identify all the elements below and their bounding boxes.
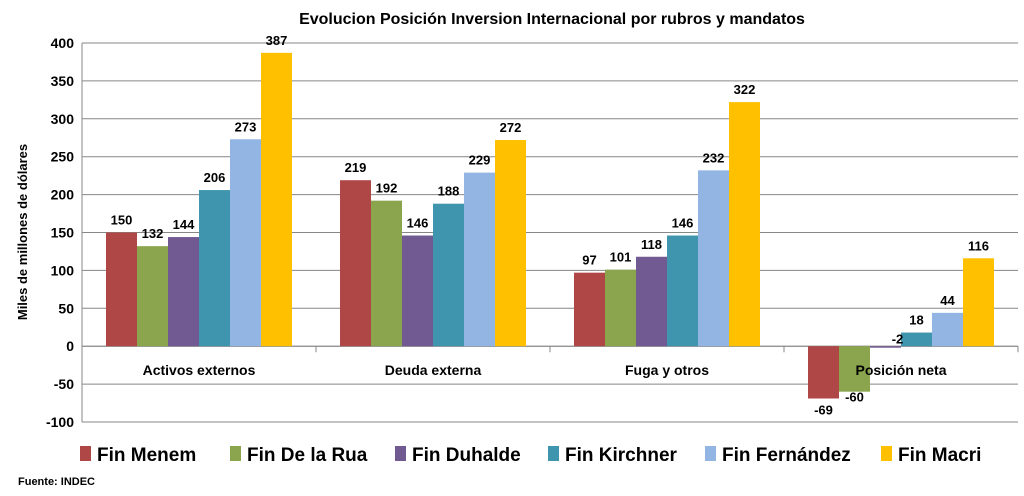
bar — [667, 235, 698, 347]
data-label: 116 — [968, 238, 989, 253]
bar — [729, 102, 760, 347]
data-label: 101 — [610, 250, 632, 265]
bar — [808, 346, 839, 399]
data-label: 144 — [173, 217, 195, 232]
bar — [901, 332, 932, 347]
legend-swatch — [230, 446, 241, 461]
legend-label: Fin Duhalde — [412, 445, 521, 466]
bar — [371, 200, 402, 347]
y-tick-label: 400 — [51, 35, 75, 51]
data-label: 146 — [672, 216, 694, 231]
bar — [464, 172, 495, 347]
legend-label: Fin Macri — [898, 445, 981, 466]
data-label: 97 — [582, 253, 596, 268]
data-label: 192 — [376, 181, 398, 196]
bar — [605, 269, 636, 347]
y-tick-label: 250 — [51, 149, 75, 165]
y-tick-label: 300 — [51, 111, 75, 127]
data-label: 150 — [111, 213, 133, 228]
legend-swatch — [395, 446, 406, 461]
y-tick-label: 100 — [51, 262, 75, 278]
legend-label: Fin Fernández — [722, 445, 851, 466]
source-note: Fuente: INDEC — [18, 476, 95, 488]
bar — [168, 237, 199, 347]
bar — [137, 246, 168, 347]
y-tick-label: -100 — [46, 414, 74, 430]
legend-swatch — [705, 446, 716, 461]
bar — [495, 140, 526, 347]
bar — [340, 180, 371, 347]
data-label: 44 — [940, 293, 955, 308]
legend-label: Fin Menem — [97, 445, 196, 466]
data-label: 206 — [204, 170, 226, 185]
y-tick-label: 150 — [51, 225, 75, 241]
data-label: 188 — [438, 184, 460, 199]
y-tick-label: 50 — [58, 300, 74, 316]
legend-label: Fin Kirchner — [565, 445, 678, 466]
chart-title: Evolucion Posición Inversion Internacion… — [299, 11, 805, 28]
bar — [839, 346, 870, 392]
data-label: 322 — [734, 82, 756, 97]
y-tick-label: -50 — [54, 376, 74, 392]
y-tick-label: 0 — [66, 338, 74, 354]
bar — [636, 256, 667, 347]
y-axis-label: Miles de millones de dólares — [15, 144, 30, 320]
bar — [870, 346, 901, 348]
data-label: 118 — [641, 237, 662, 252]
data-label: 387 — [266, 33, 288, 48]
bar — [402, 235, 433, 347]
data-label: -69 — [814, 403, 833, 418]
data-label: -60 — [845, 390, 864, 405]
data-label: 18 — [909, 313, 923, 328]
category-label: Activos externos — [143, 362, 256, 378]
bar — [199, 190, 230, 347]
category-label: Fuga y otros — [625, 362, 709, 378]
category-label: Posición neta — [855, 362, 946, 378]
bar — [963, 258, 994, 347]
data-label: 272 — [500, 120, 522, 135]
bar — [574, 272, 605, 347]
data-label: -2 — [892, 332, 904, 347]
legend-swatch — [881, 446, 892, 461]
y-tick-label: 350 — [51, 73, 75, 89]
category-label: Deuda externa — [385, 362, 482, 378]
data-label: 273 — [235, 119, 257, 134]
bar — [932, 312, 963, 347]
legend-swatch — [80, 446, 91, 461]
bar — [106, 232, 137, 347]
bar — [230, 139, 261, 347]
legend-label: Fin De la Rua — [247, 445, 368, 466]
bar — [698, 170, 729, 347]
y-tick-label: 200 — [51, 187, 75, 203]
data-label: 229 — [469, 153, 491, 168]
bar — [261, 52, 292, 347]
bar — [433, 203, 464, 347]
data-label: 232 — [703, 150, 725, 165]
legend-swatch — [548, 446, 559, 461]
data-label: 219 — [345, 160, 367, 175]
data-label: 132 — [142, 226, 164, 241]
data-label: 146 — [407, 216, 429, 231]
